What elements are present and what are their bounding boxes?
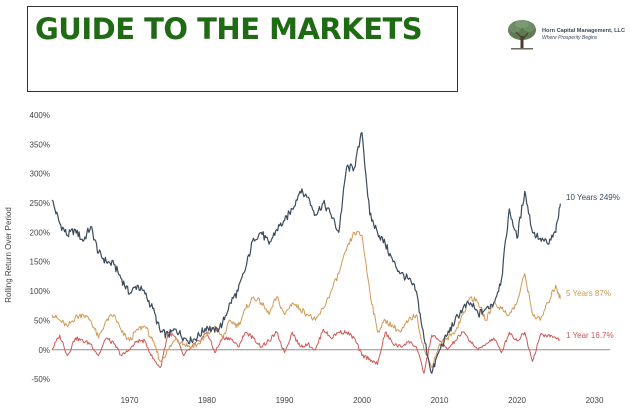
- y-tick-label: 150%: [30, 258, 50, 267]
- logo-tagline: Where Prosperity Begins: [542, 35, 598, 41]
- y-axis-ticks: 400% 350% 300% 250% 200% 150% 100% 50% 0% -50%: [30, 111, 50, 384]
- y-tick-label: -50%: [31, 375, 50, 384]
- y-tick-label: 250%: [30, 199, 50, 208]
- y-tick-label: 50%: [34, 316, 50, 325]
- series-end-label: 1 Year 16.7%: [566, 331, 614, 340]
- y-tick-label: 300%: [30, 170, 50, 179]
- series-line-5-years: [51, 230, 561, 368]
- y-tick-label: 100%: [30, 287, 50, 296]
- company-logo: Horn Capital Management, LLC Where Prosp…: [505, 18, 625, 52]
- tree-icon: [508, 20, 536, 50]
- series-line-1-year: [51, 328, 561, 374]
- x-tick-label: 2030: [586, 396, 604, 405]
- title-box: GUIDE TO THE MARKETS: [27, 6, 458, 92]
- y-tick-label: 400%: [30, 111, 50, 120]
- y-tick-label: 350%: [30, 140, 50, 149]
- series-end-labels: 10 Years 249% 5 Years 87% 1 Year 16.7%: [566, 193, 620, 340]
- x-tick-label: 1980: [198, 396, 216, 405]
- series-layer: [51, 132, 561, 374]
- y-axis-label: Rolling Return Over Period: [4, 207, 13, 303]
- x-tick-label: 2020: [508, 396, 526, 405]
- series-line-10-years: [51, 132, 561, 374]
- x-tick-label: 2010: [431, 396, 449, 405]
- x-tick-label: 1970: [121, 396, 139, 405]
- logo-company-name: Horn Capital Management, LLC: [542, 28, 625, 34]
- x-tick-label: 2000: [353, 396, 371, 405]
- series-end-label: 10 Years 249%: [566, 193, 620, 202]
- y-tick-label: 200%: [30, 228, 50, 237]
- rolling-return-chart: 400% 350% 300% 250% 200% 150% 100% 50% 0% -50% 19…: [4, 111, 620, 405]
- page-title: GUIDE TO THE MARKETS: [35, 12, 423, 46]
- y-tick-label: 0%: [38, 346, 50, 355]
- x-tick-label: 1990: [276, 396, 294, 405]
- x-axis-ticks: 1970 1980 1990 2000 2010 2020 2030: [121, 396, 604, 405]
- series-end-label: 5 Years 87%: [566, 289, 611, 298]
